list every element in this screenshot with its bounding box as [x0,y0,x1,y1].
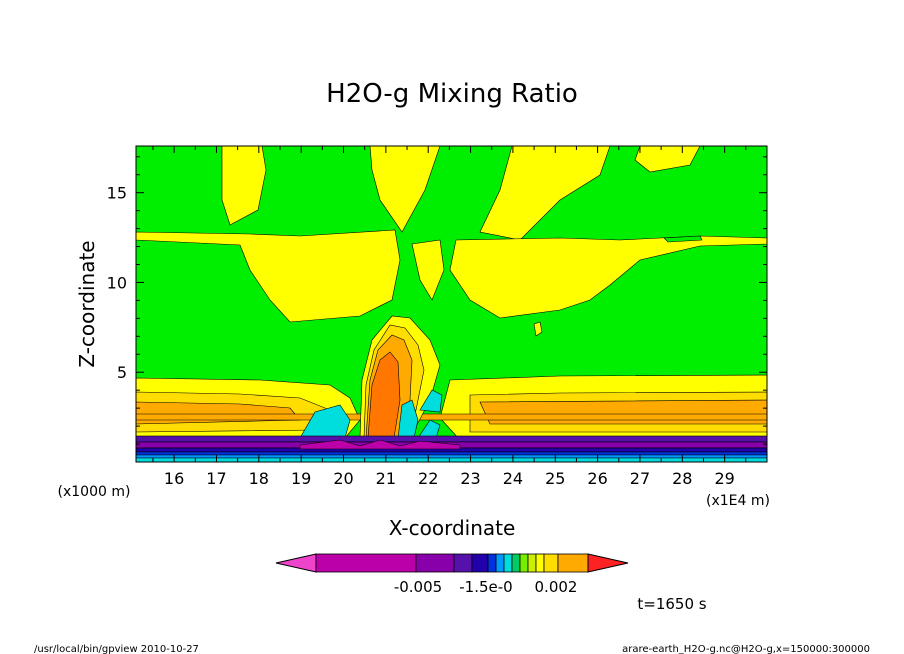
x-tick-label: 22 [418,469,438,488]
colorbar-bin [495,553,505,573]
x-tick-label: 21 [376,469,396,488]
x-axis: 16 17 18 19 20 21 22 23 24 25 26 27 28 29 [152,146,747,488]
x-tick-label: 19 [291,469,311,488]
x-tick-label: 25 [545,469,565,488]
x-tick-label: 29 [714,469,734,488]
contour-region-lower-orange-2r [479,399,767,425]
colorbar-label: -0.005 [394,578,442,596]
colorbar-label: 0.002 [535,578,578,596]
colorbar-bin [487,553,497,573]
x-tick-label: 24 [503,469,523,488]
chart-title: H2O-g Mixing Ratio [326,79,578,109]
colorbar-over-triangle [587,553,629,573]
colorbar-bin [527,553,537,573]
colorbar-bin [511,553,521,573]
contour-region-plume-core [367,351,401,439]
colorbar [275,553,629,573]
colorbar-bin [519,553,529,573]
y-unit-label: (x1000 m) [58,484,131,500]
x-tick-label: 20 [333,469,353,488]
x-tick-label: 28 [672,469,692,488]
contour-region-upper-band [136,229,401,323]
contour-region-right-band [449,235,767,319]
contour-layer-4 [136,451,767,456]
colorbar-under-triangle [275,553,317,573]
colorbar-bin [543,553,559,573]
y-tick-label: 10 [107,273,127,292]
y-axis-label: Z-coordinate [75,240,99,367]
footer-right: arare-earth_H2O-g.nc@H2O-g,x=150000:3000… [622,644,870,654]
colorbar-bin [557,553,589,573]
contour-region-lower-orange-3 [136,413,767,421]
contour-layer-5 [136,454,767,459]
x-tick-label: 17 [206,469,226,488]
plot-frame [135,145,768,463]
y-tick-label: 15 [107,184,127,203]
time-label: t=1650 s [637,595,706,613]
contour-region-thin-1 [663,235,703,243]
contour-region-small-blob [533,321,543,337]
colorbar-bin [503,553,513,573]
colorbar-labels: -0.005 -1.5e-0 0.002 [394,578,578,596]
contour-region-top-right [634,146,701,173]
contour-layer-1 [136,435,767,443]
contour-region-magenta-wave [299,439,461,450]
colorbar-bin [471,553,489,573]
y-axis: 5 10 15 [107,156,767,445]
colorbar-bin [315,553,417,573]
contour-region-mid-blob [411,239,445,301]
contour-region-upper-mid [369,146,441,233]
colorbar-bin [415,553,455,573]
x-tick-label: 23 [460,469,480,488]
contour-region-cyan-right [419,389,443,413]
colorbar-bin [453,553,473,573]
x-unit-label: (x1E4 m) [706,493,770,509]
x-axis-label: X-coordinate [389,516,516,540]
colorbar-bin [535,553,545,573]
x-tick-label: 27 [630,469,650,488]
x-tick-label: 16 [164,469,184,488]
contour-layer-6 [136,457,767,462]
footer-left: /usr/local/bin/gpview 2010-10-27 [34,644,199,654]
contour-region-upper-left [221,146,267,226]
x-tick-label: 18 [249,469,269,488]
contour-region-upper-right [479,146,611,241]
y-tick-label: 5 [117,363,127,382]
contour-fills [136,146,767,462]
colorbar-label: -1.5e-0 [459,578,512,596]
x-tick-label: 26 [587,469,607,488]
